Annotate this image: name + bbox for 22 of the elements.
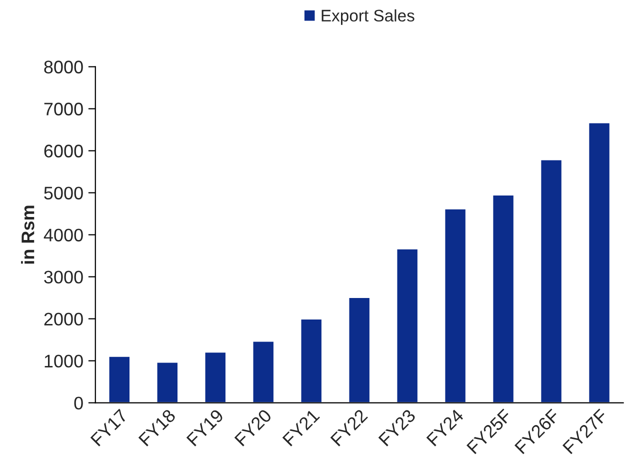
bar [204, 351, 227, 403]
bar [300, 318, 323, 403]
y-tick-label: 1000 [44, 354, 83, 368]
bar [156, 361, 179, 403]
bar [396, 248, 419, 403]
y-tick-label: 2000 [44, 312, 83, 326]
y-tick-label: 0 [74, 396, 83, 410]
legend-label: Export Sales [322, 9, 414, 25]
y-tick-label: 3000 [44, 270, 83, 284]
y-axis-title: in Rsm [21, 206, 34, 264]
y-tick-label: 5000 [44, 186, 83, 200]
bar [348, 296, 371, 403]
y-tick-label: 4000 [44, 228, 83, 242]
bar [492, 194, 515, 403]
bar [540, 158, 563, 403]
y-tick-label: 7000 [44, 102, 83, 116]
bar [108, 355, 131, 403]
y-tick-label: 6000 [44, 144, 83, 158]
bar [444, 208, 467, 403]
bar [588, 122, 611, 403]
bar [252, 340, 275, 403]
y-tick-label: 8000 [44, 60, 83, 74]
